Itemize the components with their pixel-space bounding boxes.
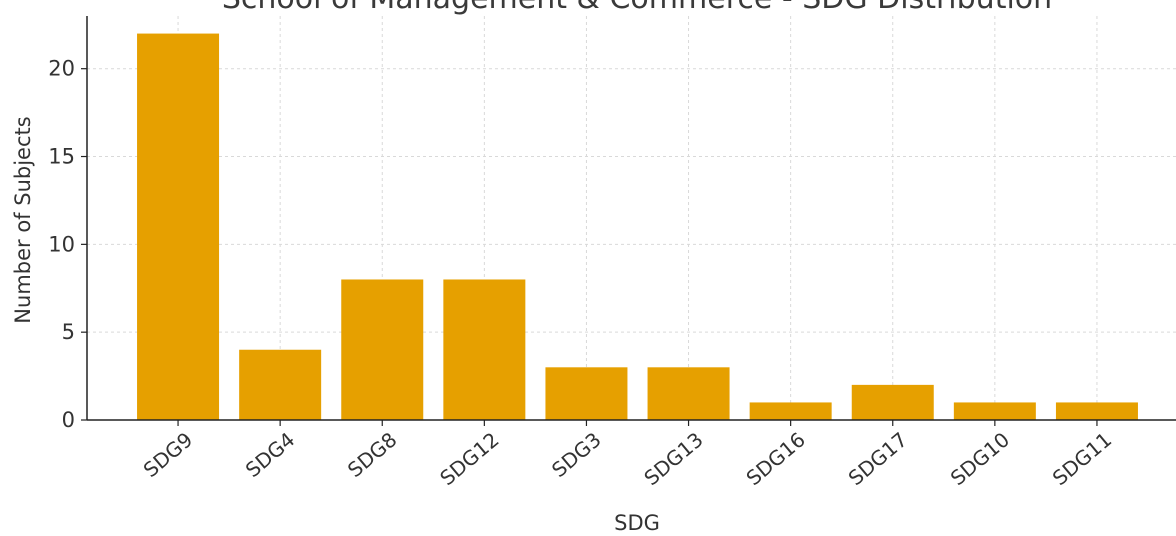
x-tick-label: SDG4 — [241, 427, 300, 482]
bar-sdg16 — [749, 402, 832, 420]
x-tick-label: SDG10 — [946, 427, 1014, 490]
bar-sdg13 — [647, 367, 730, 420]
y-tick-label: 0 — [62, 408, 75, 432]
x-tick-label: SDG13 — [639, 427, 707, 490]
x-axis-ticks: SDG9 SDG4 SDG8 SDG12 SDG3 SDG13 SDG16 SDG17 SDG1… — [139, 420, 1116, 490]
x-tick-label: SDG8 — [343, 427, 402, 482]
x-tick-label: SDG11 — [1048, 427, 1116, 490]
x-tick-label: SDG17 — [844, 427, 912, 490]
x-tick-label: SDG12 — [435, 427, 503, 490]
bar-sdg10 — [953, 402, 1036, 420]
x-tick-label: SDG16 — [742, 427, 810, 490]
bar-sdg3 — [545, 367, 628, 420]
x-tick-label: SDG9 — [139, 427, 198, 482]
bar-sdg8 — [341, 279, 424, 420]
x-axis-label: SDG — [614, 511, 660, 535]
bar-sdg4 — [239, 349, 322, 420]
bar-sdg17 — [851, 384, 934, 420]
bar-sdg9 — [137, 33, 220, 420]
y-tick-label: 20 — [48, 57, 75, 81]
bar-sdg12 — [443, 279, 526, 420]
bars — [137, 33, 1138, 420]
bar-sdg11 — [1055, 402, 1138, 420]
x-tick-label: SDG3 — [547, 427, 606, 482]
y-tick-label: 15 — [48, 145, 75, 169]
y-tick-label: 5 — [62, 320, 75, 344]
chart-title: School of Management & Commerce - SDG Di… — [222, 0, 1052, 16]
y-axis-ticks: 0 5 10 15 20 — [48, 57, 87, 432]
y-axis-label: Number of Subjects — [11, 116, 35, 323]
y-tick-label: 10 — [48, 232, 75, 256]
